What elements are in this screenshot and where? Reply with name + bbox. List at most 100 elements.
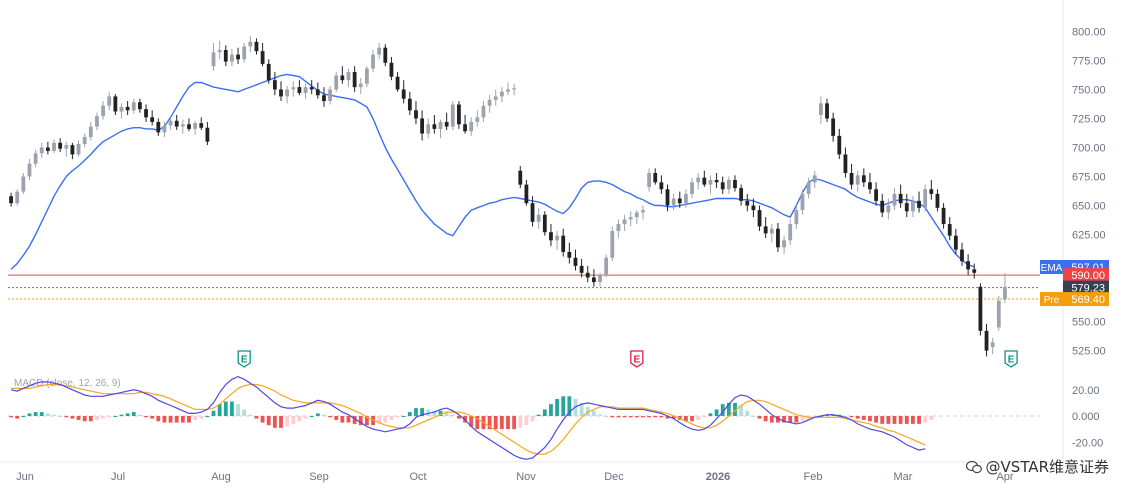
macd-histogram-bar — [549, 404, 553, 416]
candle-body — [960, 249, 964, 262]
macd-histogram-bar — [641, 416, 645, 418]
macd-histogram-bar — [125, 413, 130, 416]
earnings-marker[interactable] — [630, 350, 644, 368]
macd-histogram-bar — [420, 408, 425, 416]
y-tick-label: 550.00 — [1072, 317, 1106, 329]
candle-body — [763, 226, 768, 234]
macd-histogram-bar — [487, 416, 492, 430]
candle-body — [107, 96, 112, 106]
macd-histogram-bar — [671, 416, 676, 419]
candle-body — [291, 87, 296, 90]
macd-histogram-bar — [702, 416, 707, 418]
macd-histogram-bar — [70, 416, 75, 419]
price-tag-value: 569.40 — [1071, 294, 1105, 306]
candle-body — [671, 198, 676, 206]
candle-body — [837, 135, 842, 155]
macd-signal-line — [11, 383, 926, 455]
candle-body — [407, 98, 412, 111]
candle-body — [966, 261, 971, 270]
candle-body — [156, 121, 161, 133]
candle-body — [371, 54, 375, 69]
candle-body — [303, 87, 308, 93]
candle-body — [82, 137, 87, 144]
candle-body — [702, 177, 707, 185]
candle-body — [641, 210, 645, 213]
price-tag-title-box — [1040, 260, 1063, 275]
x-tick-label: Dec — [604, 471, 624, 483]
candle-body — [168, 120, 173, 126]
candle-body — [254, 41, 259, 52]
candle-body — [622, 219, 627, 225]
macd-histogram-bar — [211, 410, 216, 416]
macd-histogram-bar — [205, 416, 210, 417]
macd-histogram-bar — [45, 413, 50, 416]
candle-body — [800, 193, 805, 211]
macd-histogram-bar — [794, 416, 799, 423]
candle-body — [616, 224, 621, 232]
candle-body — [199, 123, 204, 128]
macd-histogram-bar — [414, 408, 418, 416]
macd-histogram-bar — [855, 416, 860, 419]
candle-body — [328, 89, 332, 102]
candle-body — [512, 88, 517, 90]
macd-histogram-bar — [138, 414, 142, 416]
macd-histogram-bar — [377, 416, 382, 424]
candle-body — [285, 89, 290, 97]
macd-histogram-bar — [334, 416, 339, 420]
macd-histogram-bar — [27, 413, 32, 416]
candle-body — [659, 182, 664, 190]
macd-histogram-bar — [904, 416, 909, 424]
macd-histogram-bar — [15, 416, 20, 419]
macd-histogram-bar — [309, 416, 314, 417]
x-tick-label: Sep — [309, 471, 329, 483]
candle-body — [579, 265, 584, 273]
candle-body — [45, 147, 50, 151]
price-tag — [1063, 268, 1109, 283]
y-tick-label: 525.00 — [1072, 346, 1106, 358]
earnings-marker[interactable] — [1004, 350, 1018, 368]
macd-tick-label: 0.000 — [1072, 411, 1100, 423]
candle-body — [352, 72, 357, 88]
y-tick-label: 675.00 — [1072, 171, 1106, 183]
candle-body — [487, 99, 492, 106]
macd-histogram-bar — [9, 416, 13, 418]
candle-body — [769, 228, 774, 234]
macd-histogram-bar — [776, 416, 780, 423]
macd-histogram-bar — [315, 413, 320, 416]
macd-histogram-bar — [861, 416, 866, 420]
candle-body — [524, 184, 529, 204]
x-tick-label: Jul — [111, 471, 125, 483]
candle-body — [21, 176, 26, 192]
candle-body — [929, 189, 934, 194]
macd-histogram-bar — [174, 416, 179, 423]
macd-histogram-bar — [757, 416, 762, 419]
candle-body — [647, 173, 652, 187]
macd-histogram-bar — [690, 416, 694, 422]
candle-body — [95, 116, 99, 127]
macd-histogram-bar — [604, 416, 609, 417]
candle-body — [481, 105, 486, 118]
candle-body — [469, 121, 474, 132]
candle-body — [739, 188, 744, 201]
candle-body — [935, 193, 940, 208]
macd-histogram-bar — [236, 404, 240, 416]
macd-histogram-bar — [101, 416, 105, 419]
macd-line — [10, 375, 926, 460]
y-tick-label: 725.00 — [1072, 113, 1106, 125]
earnings-marker[interactable] — [237, 350, 251, 368]
x-tick-label: Aug — [211, 471, 231, 483]
macd-histogram-bar — [230, 401, 234, 416]
candle-body — [984, 330, 989, 351]
candle-body — [150, 117, 155, 122]
macd-histogram-bar — [659, 416, 664, 418]
macd-histogram-bar — [598, 414, 602, 416]
candle-body — [401, 89, 406, 99]
price-tag-title-box — [1040, 292, 1063, 307]
candle-body — [297, 87, 302, 93]
candle-body — [389, 62, 394, 77]
macd-histogram-bar — [708, 413, 713, 416]
candle-body — [634, 212, 639, 218]
macd-title: MACD (close, 12, 26, 9) — [14, 378, 121, 389]
macd-histogram-bar — [929, 416, 934, 420]
